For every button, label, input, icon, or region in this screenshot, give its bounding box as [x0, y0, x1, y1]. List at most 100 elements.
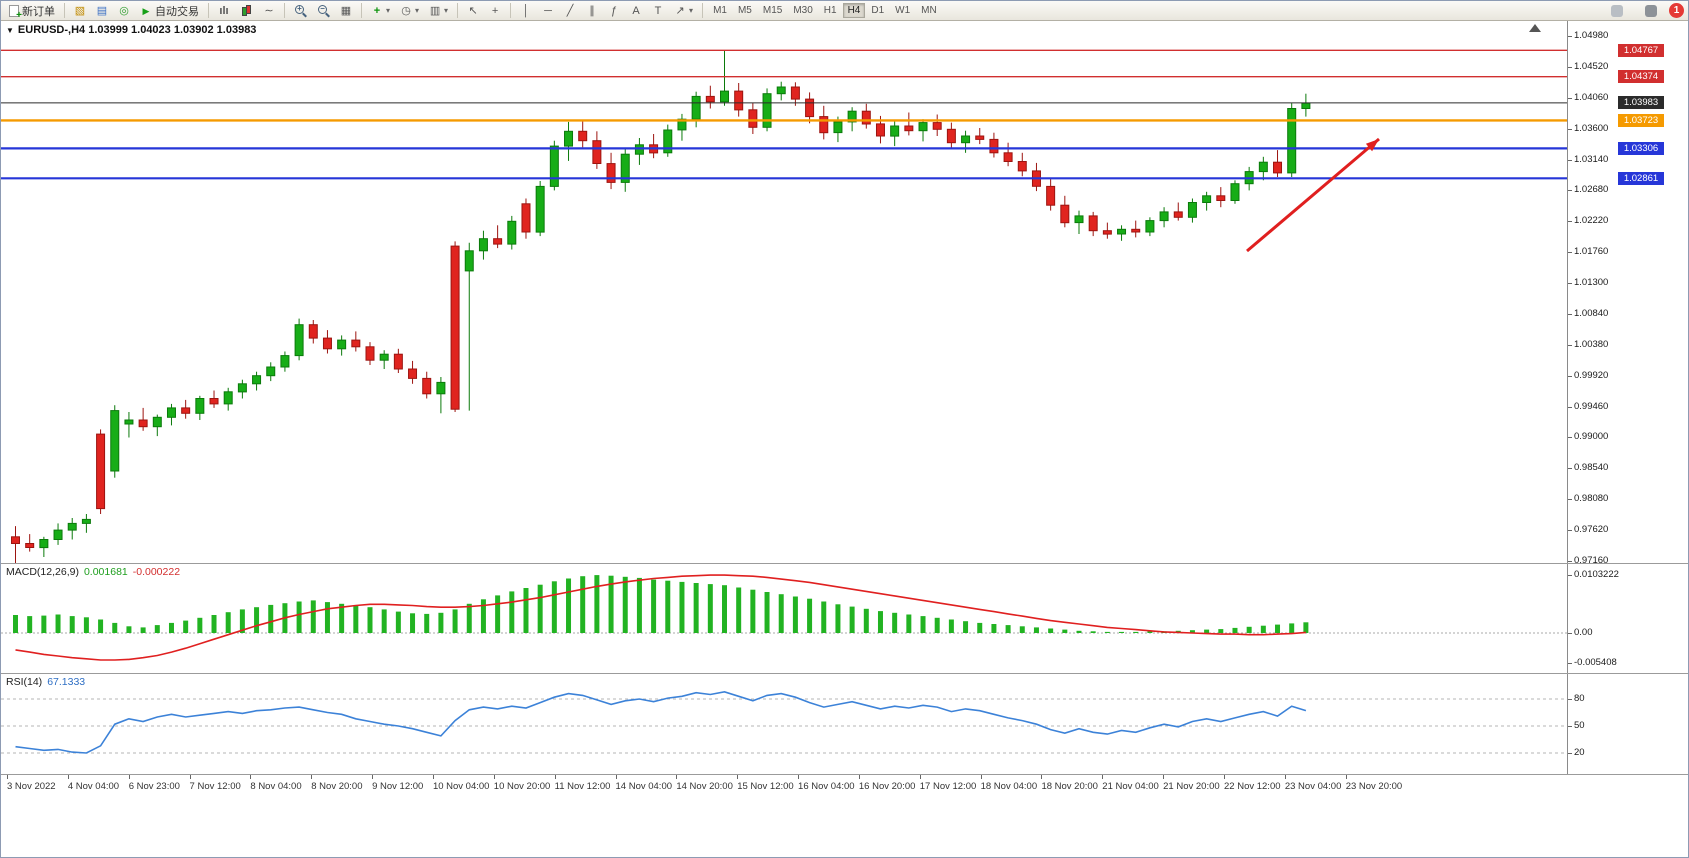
- new-chart-button[interactable]: ▧: [70, 2, 90, 19]
- rsi-chart[interactable]: RSI(14) 67.1333: [1, 674, 1567, 774]
- candle: [833, 121, 843, 134]
- candle: [1258, 161, 1268, 173]
- candle: [720, 90, 729, 103]
- macd-bar: [197, 617, 203, 633]
- price-scale[interactable]: 1.04980 1.04520 1.04060 1.03600 1.03140 1.026…: [1567, 21, 1688, 565]
- chevron-down-icon: ▾: [689, 6, 694, 15]
- macd-bar: [452, 609, 458, 633]
- macd-scale[interactable]: 0.0103222 0.00 -0.005408: [1567, 564, 1688, 673]
- trend-arrow[interactable]: [1246, 137, 1380, 253]
- macd-bar: [892, 612, 898, 633]
- panel-divider[interactable]: [1, 673, 1688, 674]
- timeframe-button-H4[interactable]: H4: [842, 3, 866, 18]
- periods-button[interactable]: ◷ ▾: [396, 2, 423, 19]
- axis-tick: [1568, 406, 1572, 408]
- cursor-button[interactable]: ↖: [463, 2, 483, 19]
- macd-bar: [353, 605, 359, 633]
- candle: [1301, 102, 1311, 109]
- axis-tick: [1568, 313, 1572, 315]
- zoom-out-button[interactable]: −: [313, 2, 334, 19]
- channel-button[interactable]: ∥: [582, 2, 602, 19]
- macd-bar: [1090, 631, 1096, 633]
- price-axis-label: 1.00840: [1574, 307, 1609, 319]
- candle: [819, 116, 829, 134]
- time-label: 10 Nov 04:00: [432, 781, 490, 792]
- candle: [847, 110, 857, 123]
- macd-bar: [509, 591, 515, 633]
- indicators-button[interactable]: + ▾: [367, 2, 394, 19]
- extension-icon[interactable]: [1645, 4, 1657, 17]
- macd-bar: [920, 616, 926, 633]
- candlestick-button[interactable]: [236, 2, 257, 19]
- zoom-in-button[interactable]: +: [290, 2, 311, 19]
- macd-bar: [1076, 630, 1082, 633]
- price-axis-label: 0.98080: [1574, 493, 1609, 505]
- macd-bar: [140, 627, 146, 633]
- candle: [507, 220, 517, 245]
- metaeditor-button[interactable]: ◎: [114, 2, 134, 19]
- macd-bar: [537, 584, 543, 633]
- candle: [918, 122, 928, 132]
- macd-bar: [126, 626, 132, 633]
- vertical-line-button[interactable]: │: [516, 2, 536, 19]
- text-label-button[interactable]: T: [648, 2, 668, 19]
- time-axis[interactable]: 3 Nov 2022 4 Nov 04:00 6 Nov 23:00 7 Nov 12…: [1, 775, 1688, 797]
- timeframe-button-M15[interactable]: M15: [762, 5, 783, 16]
- symbol-dropdown-icon[interactable]: ▼: [6, 25, 14, 35]
- text-button[interactable]: A: [626, 2, 646, 19]
- rsi-scale[interactable]: 80 50 20: [1567, 674, 1688, 774]
- candle: [308, 324, 318, 339]
- fibonacci-icon: ƒ: [610, 4, 618, 17]
- timeframe-button-MN[interactable]: MN: [921, 5, 937, 16]
- macd-bar: [1189, 630, 1195, 633]
- axis-tick: [1568, 344, 1572, 346]
- bar-chart-button[interactable]: ılı: [214, 2, 234, 19]
- panel-divider[interactable]: [1, 563, 1688, 564]
- macd-bar: [1119, 631, 1125, 633]
- text-icon: A: [632, 4, 640, 17]
- candle: [1202, 195, 1212, 204]
- macd-bar: [1218, 629, 1224, 633]
- price-chart[interactable]: ▼ EURUSD-,H4 1.03999 1.04023 1.03902 1.0…: [1, 21, 1567, 563]
- price-axis-label: 0.99920: [1574, 369, 1609, 381]
- fibonacci-button[interactable]: ƒ: [604, 2, 624, 19]
- timeframe-button-M5[interactable]: M5: [737, 5, 752, 16]
- tile-windows-button[interactable]: ▦: [336, 2, 356, 19]
- candle: [1287, 108, 1297, 174]
- timeframe-button-M1[interactable]: M1: [713, 5, 727, 16]
- chart-shift-marker[interactable]: [1529, 24, 1541, 32]
- macd-bar: [324, 602, 330, 633]
- trendline-button[interactable]: ╱: [560, 2, 580, 19]
- candle: [81, 518, 91, 524]
- price-axis-label: 1.04520: [1574, 60, 1609, 72]
- shapes-button[interactable]: ↗ ▾: [670, 2, 697, 19]
- capture-icon[interactable]: [1611, 4, 1623, 17]
- timeframe-button-M30[interactable]: M30: [793, 5, 813, 16]
- autotrading-button[interactable]: ▶ 自动交易: [136, 2, 203, 19]
- price-axis-label: 1.02680: [1574, 184, 1609, 196]
- price-tag-resistance-2: 1.04374: [1618, 70, 1664, 84]
- line-chart-icon: ∼: [264, 4, 274, 17]
- crosshair-button[interactable]: +: [485, 2, 505, 19]
- time-label: 17 Nov 12:00: [919, 781, 977, 792]
- timeframe-button-D1[interactable]: D1: [871, 5, 885, 16]
- candle: [932, 122, 942, 130]
- horizontal-line-button[interactable]: ─: [538, 2, 558, 19]
- candle: [110, 410, 120, 472]
- profiles-button[interactable]: ▤: [92, 2, 112, 19]
- candle: [1230, 183, 1240, 201]
- templates-button[interactable]: ▥ ▾: [425, 2, 452, 19]
- time-label: 15 Nov 12:00: [737, 781, 794, 792]
- line-chart-button[interactable]: ∼: [259, 2, 279, 19]
- new-order-button[interactable]: + 新订单: [5, 2, 59, 20]
- candle: [209, 398, 219, 405]
- timeframe-button-W1[interactable]: W1: [895, 5, 911, 16]
- macd-chart[interactable]: MACD(12,26,9) 0.001681 -0.000222: [1, 564, 1567, 673]
- candle: [620, 153, 630, 183]
- macd-signal-line: [15, 574, 1306, 661]
- candle: [408, 368, 418, 379]
- macd-bar: [523, 588, 529, 633]
- timeframe-button-H1[interactable]: H1: [823, 5, 837, 16]
- notification-badge[interactable]: 1: [1669, 3, 1684, 18]
- new-chart-icon: ▧: [74, 4, 86, 17]
